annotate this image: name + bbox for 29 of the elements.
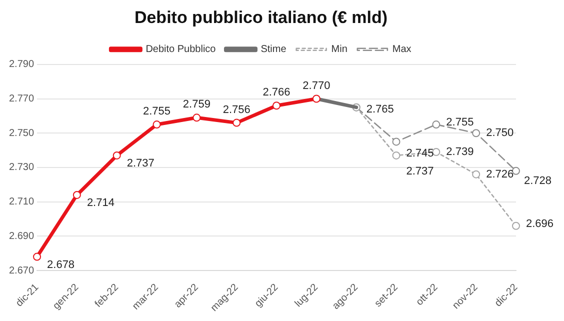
data-label: 2.770 [302, 80, 330, 92]
y-tick-label: 2.730 [8, 162, 34, 174]
y-tick-label: 2.790 [8, 59, 34, 70]
y-tick-label: 2.710 [8, 196, 34, 208]
legend-label: Stime [260, 44, 287, 56]
y-tick-label: 2.690 [8, 230, 34, 242]
data-label: 2.737 [126, 157, 154, 170]
data-label: 2.739 [446, 146, 474, 158]
chart-title: Debito pubblico italiano (€ mld) [134, 8, 388, 27]
data-label: 2.714 [86, 196, 114, 209]
data-label: 2.745 [406, 148, 434, 160]
data-label: 2.737 [406, 165, 434, 178]
data-label: 2.755 [446, 116, 474, 129]
legend-label: Max [392, 44, 412, 56]
data-label: 2.678 [47, 258, 75, 271]
data-label: 2.759 [182, 98, 210, 111]
data-label: 2.756 [222, 104, 250, 116]
data-label: 2.765 [366, 103, 394, 116]
y-tick-label: 2.750 [8, 128, 34, 139]
legend-label: Debito Pubblico [146, 44, 216, 56]
data-label: 2.766 [262, 86, 290, 99]
y-tick-label: 2.670 [8, 265, 34, 276]
data-label: 2.750 [486, 127, 514, 140]
y-tick-label: 2.770 [8, 94, 34, 105]
legend-label: Min [331, 44, 348, 56]
data-label: 2.728 [524, 174, 552, 187]
data-label: 2.755 [143, 106, 171, 118]
data-label: 2.726 [486, 168, 514, 180]
data-label: 2.696 [526, 218, 554, 230]
